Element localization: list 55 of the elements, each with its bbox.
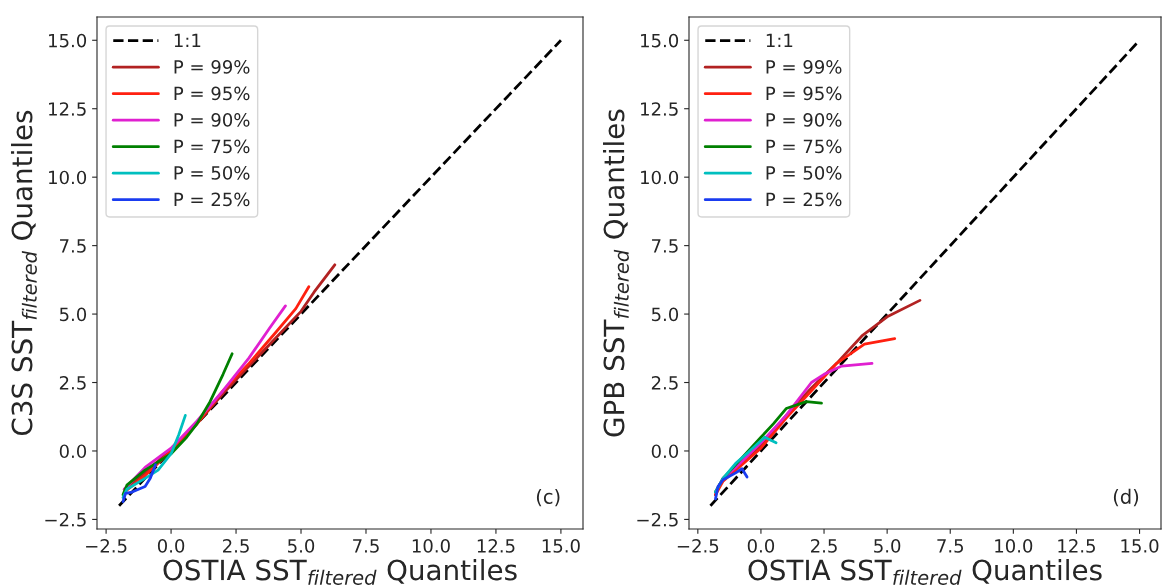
x-tick-label: 10.0 <box>995 539 1033 553</box>
x-tick-label: −2.5 <box>86 539 127 553</box>
legend-label: P = 99% <box>174 60 250 74</box>
x-tick-label: 12.5 <box>1058 539 1095 553</box>
x-tick-label: 2.5 <box>811 539 837 553</box>
x-tick-label: 10.0 <box>412 539 450 553</box>
legend-label: 1:1 <box>766 33 793 47</box>
x-tick-label: 0.0 <box>157 539 185 553</box>
legend-label: P = 50% <box>766 166 842 180</box>
legend-label: P = 90% <box>174 113 250 127</box>
y-tick-label: 10.0 <box>641 170 679 185</box>
y-tick-label: 12.5 <box>49 102 86 116</box>
legend-label: P = 99% <box>766 60 842 74</box>
y-tick-label: 12.5 <box>641 102 678 116</box>
x-tick-label: 7.5 <box>937 539 964 553</box>
y-tick-label: 0.0 <box>59 444 87 459</box>
annotation: (d) <box>1113 488 1139 507</box>
y-axis-title: C3S SST$_{filtered}$ Quantiles <box>10 110 37 436</box>
y-tick-label: 2.5 <box>59 375 86 390</box>
legend-label: 1:1 <box>174 33 201 47</box>
y-tick-label: 5.0 <box>651 307 679 322</box>
x-tick-label: 0.0 <box>747 539 775 553</box>
legend-label: P = 25% <box>174 192 250 207</box>
x-tick-label: 7.5 <box>353 539 379 553</box>
line-series <box>121 352 234 497</box>
line-series <box>121 463 157 504</box>
y-tick-label: 7.5 <box>60 239 86 253</box>
y-axis-title: GPB SST$_{filtered}$ Quantiles <box>602 109 629 437</box>
legend-label: P = 75% <box>174 139 250 154</box>
x-tick-label: 15.0 <box>542 539 580 553</box>
y-tick-label: 15.0 <box>49 33 87 48</box>
x-tick-label: −2.5 <box>677 539 719 553</box>
y-tick-label: 5.0 <box>59 307 87 322</box>
legend-label: P = 25% <box>766 192 842 207</box>
line-series <box>714 467 749 501</box>
y-tick-label: −2.5 <box>45 512 86 527</box>
x-tick-label: 5.0 <box>288 539 315 553</box>
x-axis-title: OSTIA SST$_{filtered}$ Quantiles <box>748 558 1102 585</box>
legend-label: P = 95% <box>174 86 250 101</box>
y-tick-label: 7.5 <box>652 239 678 253</box>
legend-label: P = 90% <box>766 113 842 127</box>
x-axis-title: OSTIA SST$_{filtered}$ Quantiles <box>163 558 517 585</box>
legend-label: P = 95% <box>766 86 842 101</box>
y-tick-label: 15.0 <box>641 33 679 48</box>
x-tick-label: 2.5 <box>223 539 249 553</box>
x-tick-label: 5.0 <box>874 539 901 553</box>
x-tick-label: 15.0 <box>1121 539 1159 553</box>
annotation: (c) <box>536 488 560 507</box>
legend-label: P = 50% <box>174 166 250 180</box>
y-tick-label: 0.0 <box>651 444 679 459</box>
y-tick-label: −2.5 <box>637 512 678 527</box>
x-tick-label: 12.5 <box>477 539 515 553</box>
y-tick-label: 10.0 <box>49 170 87 185</box>
y-tick-label: 2.5 <box>651 375 678 390</box>
legend-label: P = 75% <box>766 139 842 154</box>
